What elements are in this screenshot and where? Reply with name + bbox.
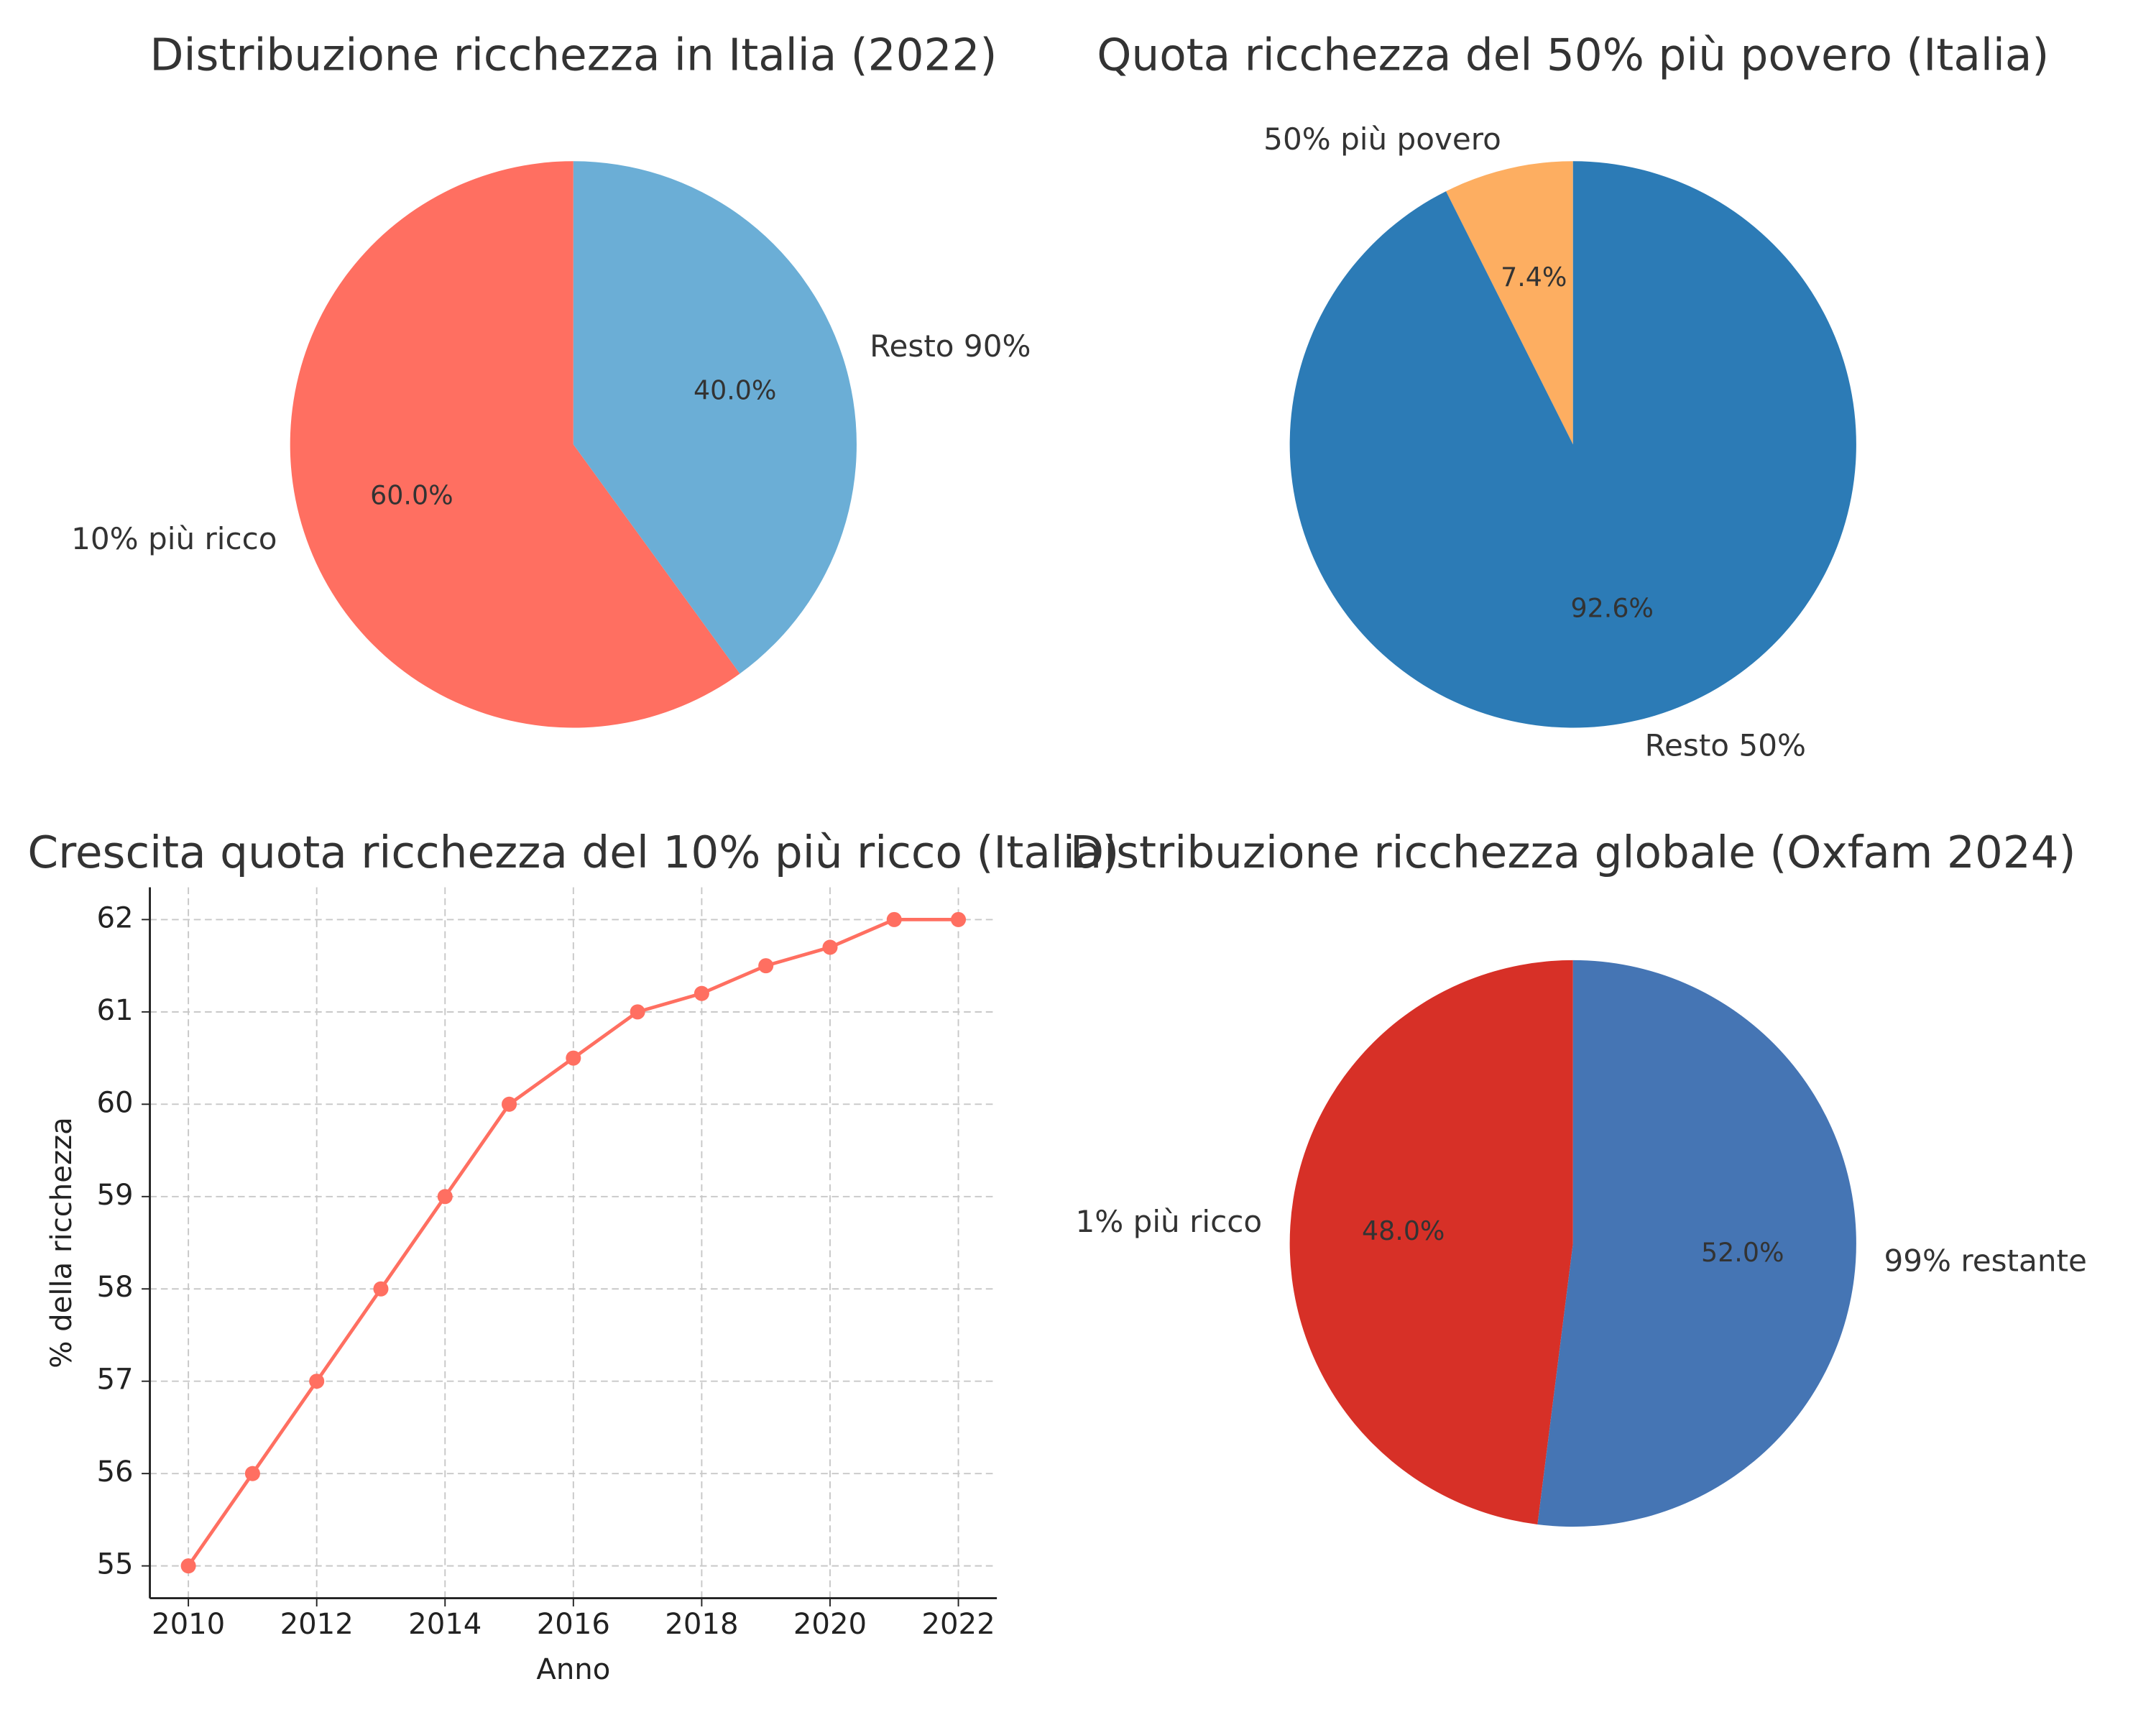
- y-tick-label: 60: [96, 1086, 133, 1119]
- value-label: 7.4%: [1501, 262, 1567, 293]
- x-tick-label: 2016: [537, 1608, 610, 1641]
- point: [373, 1281, 389, 1297]
- point: [822, 939, 838, 955]
- y-tick-label: 56: [96, 1455, 133, 1489]
- point: [309, 1374, 325, 1389]
- chart-title: Crescita quota ricchezza del 10% più ric…: [27, 827, 1119, 878]
- slice-label: 10% più ricco: [71, 521, 277, 556]
- pie-slice: [290, 161, 740, 728]
- x-tick-label: 2012: [280, 1608, 354, 1641]
- pie-slice: [1289, 960, 1573, 1524]
- y-tick-label: 55: [96, 1548, 133, 1581]
- slice-label: 99% restante: [1884, 1243, 2086, 1279]
- x-tick-label: 2022: [921, 1608, 995, 1641]
- pie-slice: [573, 161, 857, 674]
- point: [244, 1466, 260, 1481]
- slice-label: Resto 90%: [870, 328, 1031, 364]
- x-tick-label: 2014: [408, 1608, 482, 1641]
- chart-title: Quota ricchezza del 50% più povero (Ital…: [1097, 29, 2049, 80]
- y-tick-label: 62: [96, 901, 133, 934]
- point: [566, 1050, 581, 1066]
- pie-slice: [1289, 161, 1856, 728]
- point: [437, 1189, 453, 1205]
- x-tick-label: 2018: [665, 1608, 738, 1641]
- x-tick-label: 2020: [793, 1608, 867, 1641]
- value-label: 92.6%: [1571, 592, 1654, 623]
- slice-label: 1% più ricco: [1076, 1204, 1263, 1239]
- value-label: 52.0%: [1701, 1237, 1784, 1268]
- x-axis-label: Anno: [536, 1653, 610, 1686]
- pie-slice: [1446, 161, 1573, 445]
- y-axis-label: % della ricchezza: [45, 1117, 78, 1368]
- pie-slice: [1537, 960, 1856, 1527]
- point: [758, 958, 774, 974]
- point: [180, 1558, 196, 1574]
- slice-label: Resto 50%: [1645, 728, 1806, 763]
- point: [502, 1096, 517, 1112]
- x-tick-label: 2010: [152, 1608, 225, 1641]
- value-label: 40.0%: [694, 374, 776, 405]
- y-tick-label: 61: [96, 994, 133, 1027]
- y-tick-label: 58: [96, 1271, 133, 1304]
- slice-label: 50% più povero: [1263, 121, 1501, 157]
- y-tick-label: 59: [96, 1179, 133, 1212]
- point: [630, 1004, 645, 1020]
- value-label: 48.0%: [1362, 1215, 1445, 1246]
- y-tick-label: 57: [96, 1363, 133, 1397]
- point: [886, 911, 902, 927]
- chart-title: Distribuzione ricchezza globale (Oxfam 2…: [1070, 827, 2076, 878]
- point: [951, 911, 967, 927]
- value-label: 60.0%: [370, 479, 453, 510]
- point: [694, 985, 709, 1001]
- chart-title: Distribuzione ricchezza in Italia (2022): [149, 29, 997, 80]
